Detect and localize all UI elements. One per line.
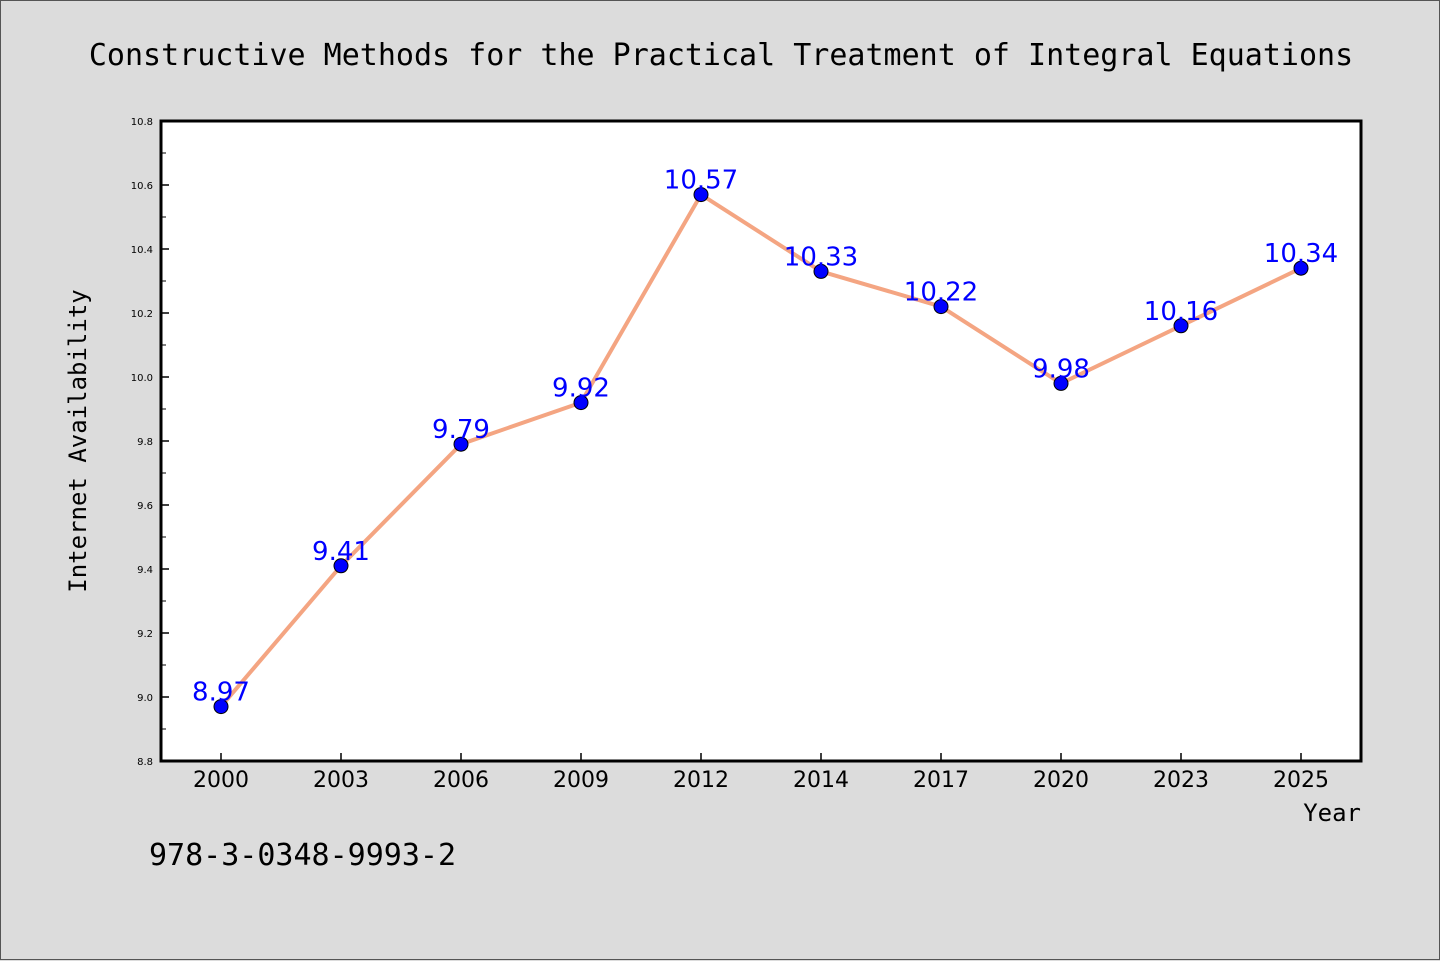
data-label: 9.41 <box>312 537 370 567</box>
y-tick-label: 9.4 <box>137 565 153 576</box>
data-label: 10.33 <box>784 242 858 272</box>
x-tick-label: 2012 <box>673 768 729 793</box>
x-tick-label: 2009 <box>553 768 609 793</box>
series-layer: 8.97 9.41 9.79 9.92 10.57 10.33 10.22 9.98 10.16… <box>192 166 1338 715</box>
data-label: 8.97 <box>192 678 250 708</box>
series-line <box>219 192 1302 708</box>
data-label: 10.34 <box>1264 239 1338 269</box>
x-tick-label: 2006 <box>433 768 489 793</box>
x-tick-label: 2000 <box>193 768 249 793</box>
x-tick-label: 2023 <box>1153 768 1209 793</box>
data-label: 10.16 <box>1144 297 1218 327</box>
x-tick-label: 2025 <box>1273 768 1329 793</box>
isbn-text: 978-3-0348-9993-2 <box>149 838 456 873</box>
data-point <box>693 187 709 203</box>
data-label: 10.22 <box>904 278 978 308</box>
x-tick-label: 2020 <box>1033 768 1089 793</box>
data-label: 9.92 <box>552 374 610 404</box>
chart-title: Constructive Methods for the Practical T… <box>89 38 1353 73</box>
y-tick-label: 9.2 <box>137 629 153 640</box>
y-axis-label: Internet Availability <box>64 289 92 592</box>
data-label: 9.79 <box>432 415 490 445</box>
data-point <box>333 558 349 574</box>
x-axis: 2000 2003 2006 2009 2012 2014 2017 2020 2023 2025 <box>193 753 1329 793</box>
plot-area <box>159 119 1363 763</box>
x-tick-label: 2003 <box>313 768 369 793</box>
y-tick-label: 9.8 <box>137 437 153 448</box>
x-axis-label: Year <box>1303 799 1361 827</box>
data-point <box>933 299 949 315</box>
y-tick-label: 9.6 <box>137 501 153 512</box>
y-tick-label: 9.0 <box>137 693 153 704</box>
y-tick-label: 10.0 <box>131 373 153 384</box>
data-point <box>1293 260 1309 276</box>
data-label: 10.57 <box>664 166 738 196</box>
data-point <box>453 436 469 452</box>
data-point <box>1173 318 1189 334</box>
y-axis: 8.8 9.0 9.2 9.4 9.6 9.8 10.0 10.2 10.4 10.6 10.8 <box>131 117 169 768</box>
data-point <box>213 699 229 715</box>
data-label: 9.98 <box>1032 354 1090 384</box>
data-point <box>813 263 829 279</box>
x-tick-label: 2017 <box>913 768 969 793</box>
data-point <box>1053 375 1069 391</box>
y-tick-label: 8.8 <box>137 757 153 768</box>
data-point <box>573 395 589 411</box>
y-tick-label: 10.4 <box>131 245 153 256</box>
y-tick-label: 10.2 <box>131 309 153 320</box>
y-tick-label: 10.8 <box>131 117 153 128</box>
x-tick-label: 2014 <box>793 768 849 793</box>
y-tick-label: 10.6 <box>131 181 153 192</box>
